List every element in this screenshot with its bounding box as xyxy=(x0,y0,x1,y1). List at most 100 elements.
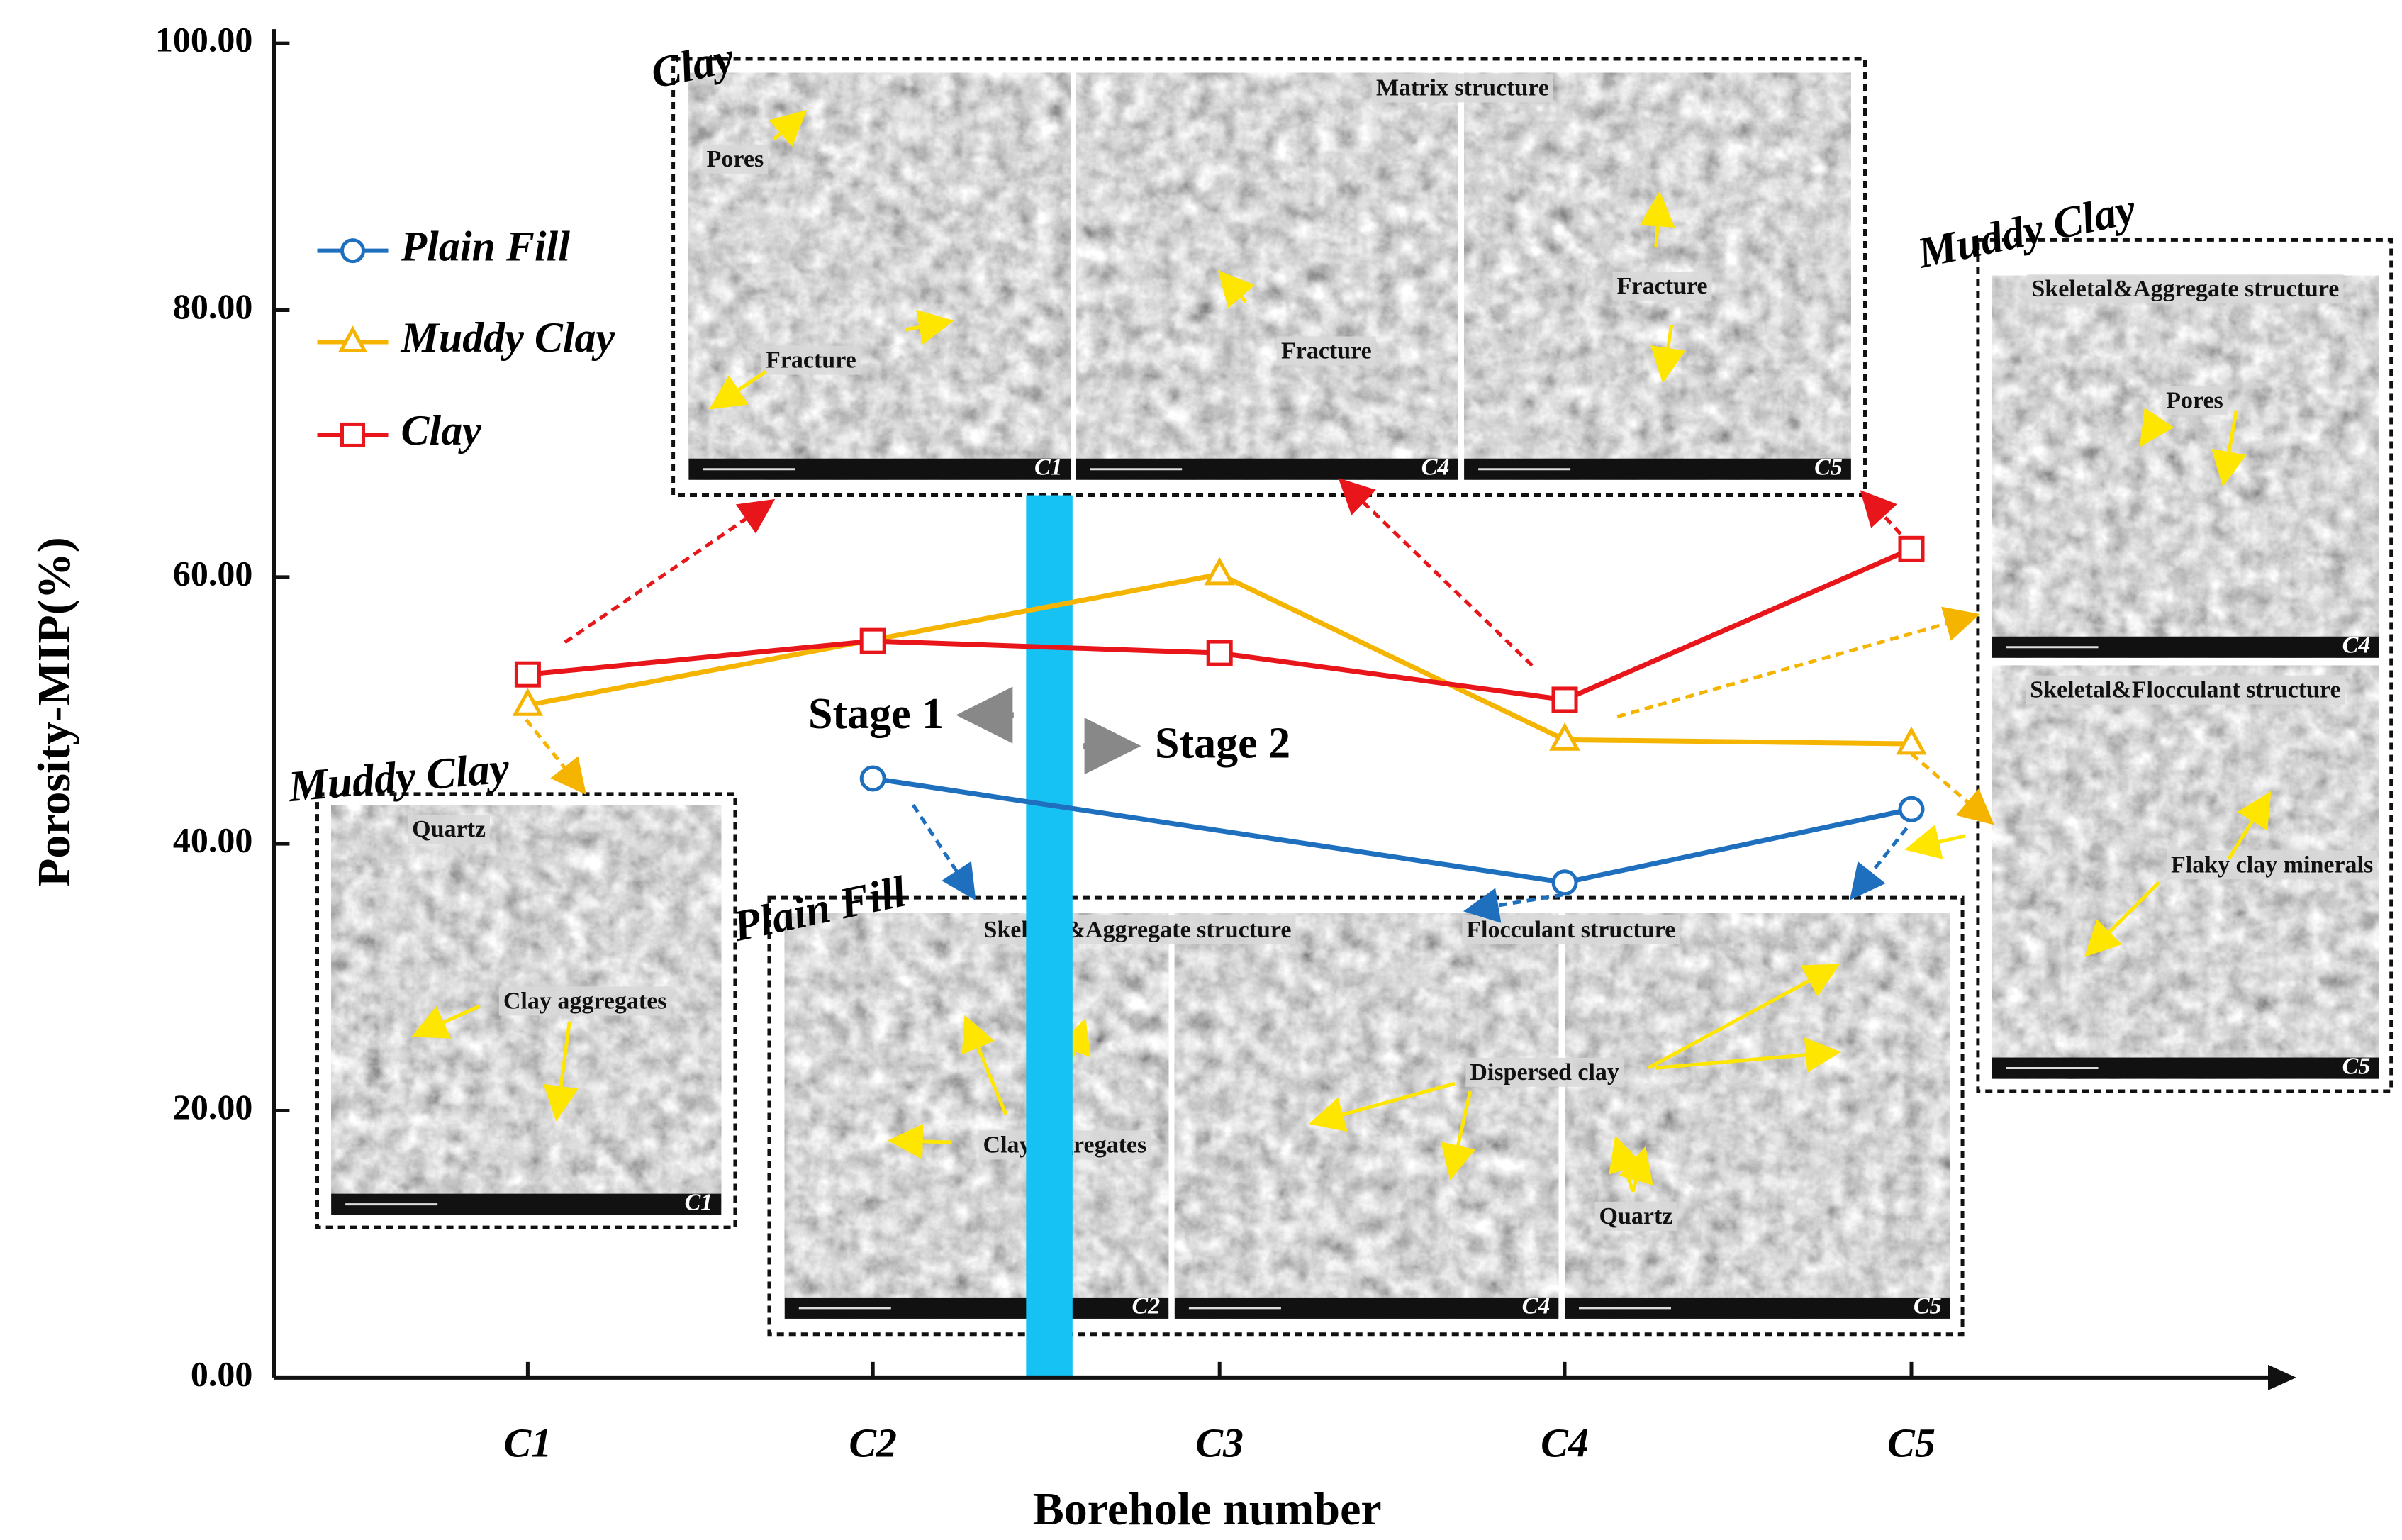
legend-label: Plain Fill xyxy=(401,223,571,269)
annotation: Flocculant structure xyxy=(1466,917,1675,943)
annotation: Fracture xyxy=(1617,273,1708,299)
pointer-arrow xyxy=(1904,824,1966,859)
y-tick-label: 0.00 xyxy=(191,1354,253,1393)
stage-label: Stage 1 xyxy=(808,690,944,738)
data-point xyxy=(859,627,886,654)
connector-arrow xyxy=(911,803,976,901)
connector-arrow xyxy=(1850,827,1909,900)
image-label: C5 xyxy=(1814,454,1843,481)
connector-arrow xyxy=(1338,478,1534,667)
annotation-bg xyxy=(2167,850,2378,880)
annotation: Pores xyxy=(707,146,764,172)
image-label: C1 xyxy=(685,1189,713,1215)
annotation: Quartz xyxy=(412,816,486,842)
annotation-bg xyxy=(1612,271,1712,301)
image-label: C1 xyxy=(1034,454,1063,481)
annotation: Skeletal&Flocculant structure xyxy=(2030,677,2340,703)
connector-arrow xyxy=(1463,888,1564,923)
x-axis-arrow xyxy=(2268,1364,2297,1390)
x-tick-label: C2 xyxy=(849,1419,897,1466)
pointer-arrow xyxy=(1217,270,1255,309)
annotation-bg xyxy=(761,345,861,375)
annotation-bg xyxy=(702,144,769,174)
annotation-bg xyxy=(1371,73,1553,103)
sem-image xyxy=(1174,913,1559,1319)
annotation: Skeletal&Aggregate structure xyxy=(2031,276,2339,302)
pointer-arrow xyxy=(1639,191,1675,248)
pointer-arrow xyxy=(887,1123,952,1159)
pointer-arrow xyxy=(2227,791,2272,860)
data-point xyxy=(512,688,544,716)
annotation-bg xyxy=(1594,1201,1677,1231)
data-point xyxy=(1204,557,1236,586)
pointer-arrow xyxy=(2084,881,2161,957)
data-point xyxy=(1206,640,1233,666)
annotation-bg xyxy=(498,986,671,1016)
sem-image xyxy=(784,913,1169,1319)
y-tick-label: 80.00 xyxy=(173,286,253,326)
x-tick-label: C4 xyxy=(1541,1419,1589,1466)
pointer-arrow xyxy=(905,309,954,345)
legend-marker xyxy=(340,422,366,447)
annotation-bg xyxy=(1276,336,1376,366)
pointer-arrow xyxy=(709,369,767,410)
pointer-arrow xyxy=(543,1021,579,1122)
data-point xyxy=(514,661,541,688)
y-tick-label: 40.00 xyxy=(173,820,253,860)
pointer-arrow xyxy=(769,109,808,147)
legend-marker xyxy=(337,325,368,352)
x-tick-label: C3 xyxy=(1195,1419,1244,1466)
data-point xyxy=(1549,722,1580,751)
annotation: Matrix structure xyxy=(1376,74,1549,101)
data-point xyxy=(1898,535,1925,562)
data-point xyxy=(1896,726,1927,755)
pointer-arrow xyxy=(2211,410,2247,487)
stage-divider xyxy=(1026,495,1073,1378)
pointer-arrow xyxy=(1647,964,1840,1070)
annotation-bg xyxy=(2026,675,2345,705)
data-point xyxy=(1898,796,1925,822)
legend-label: Clay xyxy=(401,407,482,454)
y-axis-title: Porosity-MIP(%) xyxy=(28,537,80,887)
data-point xyxy=(1551,686,1578,713)
sem-image xyxy=(688,72,1071,480)
sem-image xyxy=(1076,72,1458,480)
connector-arrow xyxy=(1860,490,1902,535)
data-point xyxy=(1551,869,1578,896)
pointer-arrow xyxy=(2139,408,2174,447)
sem-image xyxy=(1565,913,1950,1319)
image-label: C4 xyxy=(2342,632,2371,659)
annotation: Pores xyxy=(2166,387,2223,413)
connector-arrow xyxy=(1616,606,1980,719)
annotation: Fracture xyxy=(1281,338,1372,364)
annotation: Quartz xyxy=(1599,1203,1673,1229)
stage-label: Stage 2 xyxy=(1155,720,1290,768)
y-tick-label: 100.00 xyxy=(155,20,253,60)
image-label: C2 xyxy=(1132,1293,1160,1319)
image-label: C4 xyxy=(1421,454,1450,481)
pointer-arrow xyxy=(1655,1037,1841,1073)
image-label: C5 xyxy=(2342,1053,2371,1079)
pointer-arrow xyxy=(1650,325,1686,384)
connector-arrow xyxy=(1910,752,1994,825)
annotation-bg xyxy=(408,815,490,844)
pointer-arrow xyxy=(1441,1090,1475,1181)
x-tick-label: C1 xyxy=(504,1419,552,1466)
x-tick-label: C5 xyxy=(1887,1419,1935,1466)
legend-label: Muddy Clay xyxy=(401,314,615,361)
connector-arrow xyxy=(525,718,587,796)
x-axis-title: Borehole number xyxy=(1033,1483,1382,1535)
image-label: C4 xyxy=(1522,1293,1551,1319)
y-tick-label: 60.00 xyxy=(173,553,253,593)
image-label: C5 xyxy=(1914,1293,1942,1319)
annotation-bg xyxy=(1465,1057,1624,1087)
data-point xyxy=(859,765,886,792)
annotation: Flaky clay minerals xyxy=(2171,852,2373,878)
legend-marker xyxy=(340,238,366,264)
sem-image xyxy=(1992,275,2379,658)
annotation: Dispersed clay xyxy=(1470,1059,1619,1086)
y-tick-label: 20.00 xyxy=(173,1087,253,1127)
pointer-arrow xyxy=(1308,1081,1456,1132)
annotation: Clay aggregates xyxy=(503,988,667,1014)
